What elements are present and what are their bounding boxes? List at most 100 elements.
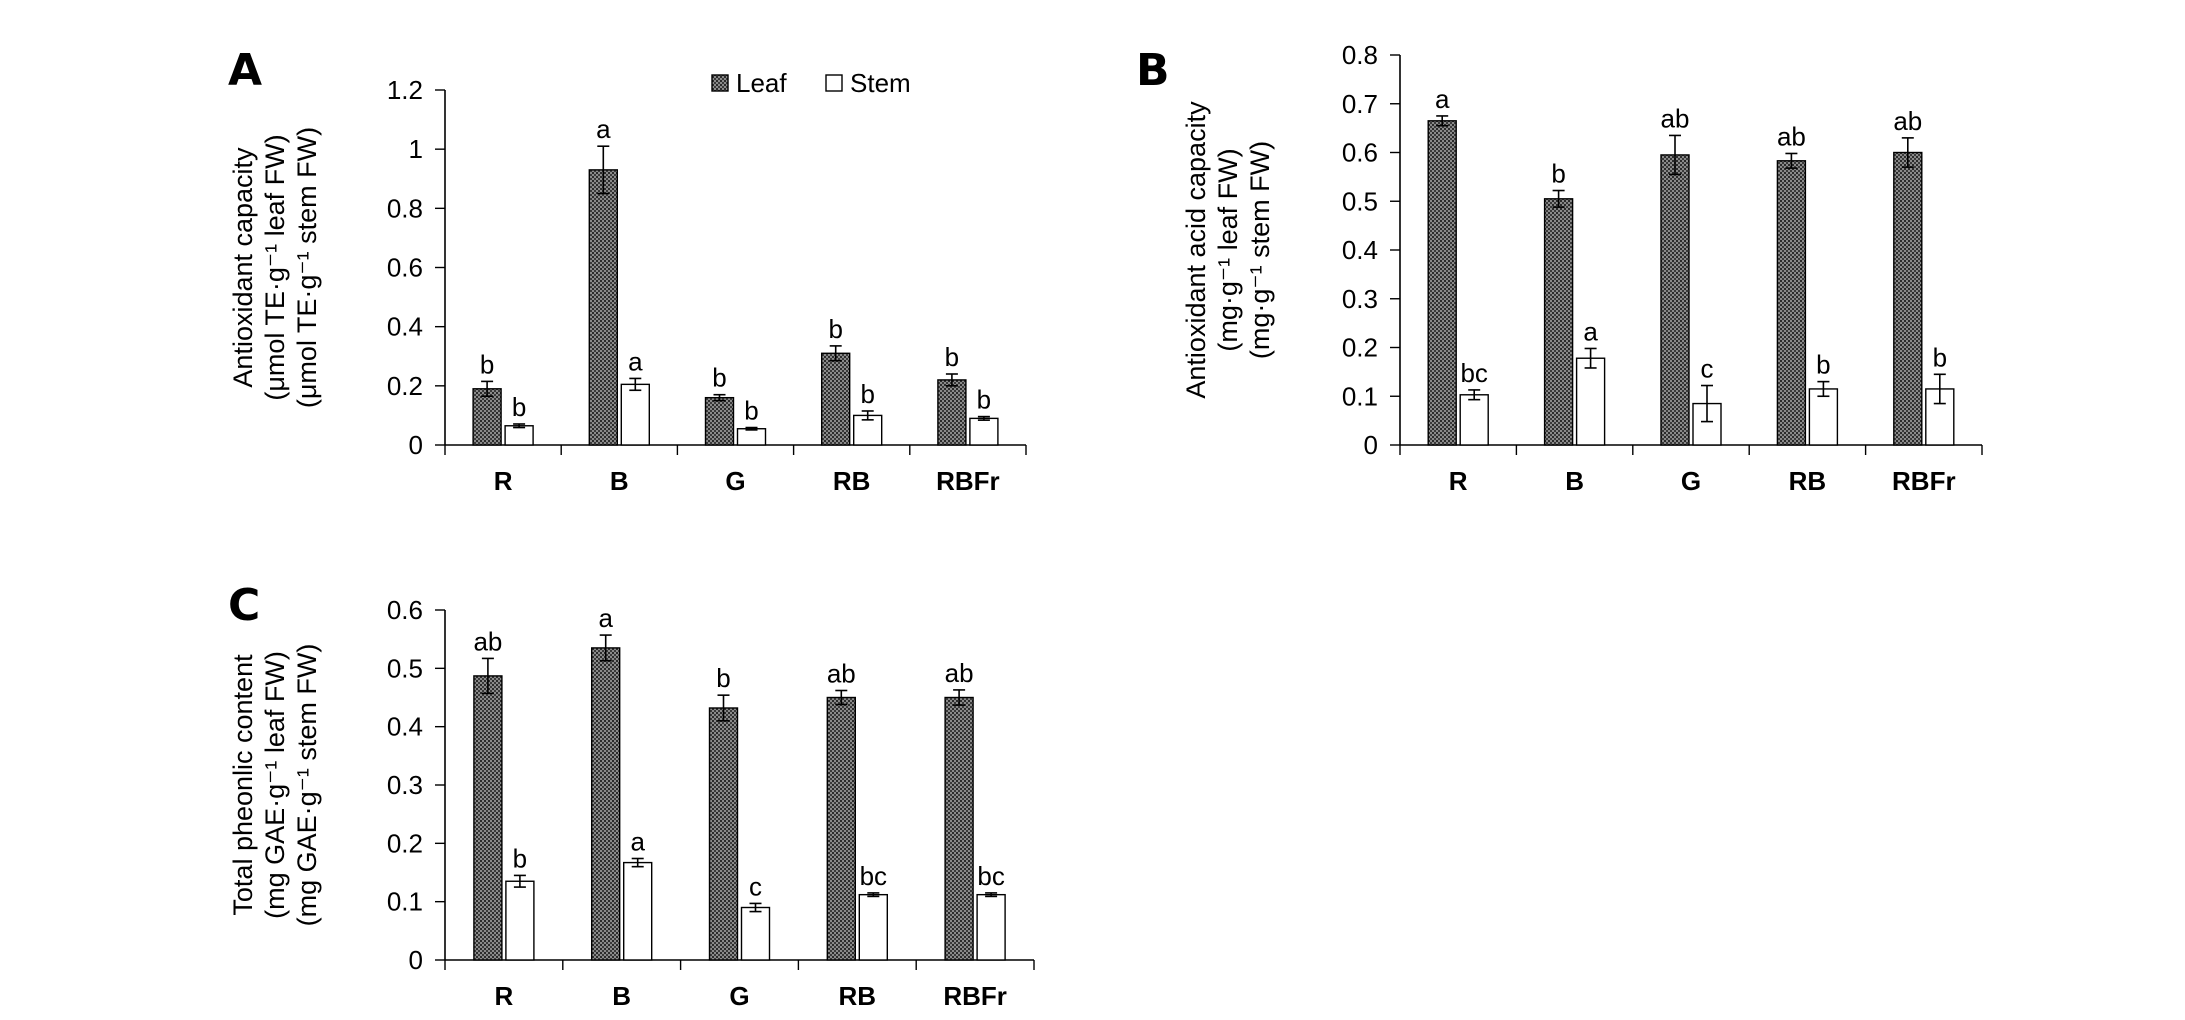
x-category-label: B: [612, 981, 631, 1011]
y-axis-label-line: (mg GAE·g⁻¹ leaf FW): [260, 651, 290, 919]
significance-letter: a: [1583, 316, 1598, 346]
x-category-label: RBFr: [943, 981, 1007, 1011]
bar-stem: [1459, 394, 1489, 446]
x-category-label: G: [729, 981, 749, 1011]
y-tick-label: 1: [409, 134, 423, 164]
x-category-label: RB: [833, 466, 871, 496]
y-tick-label: 0.2: [387, 371, 423, 401]
x-category-label: R: [494, 466, 513, 496]
significance-letter: b: [1933, 342, 1947, 372]
panel-c: C Total pheonlic content (mg GAE·g⁻¹ leaf …: [228, 580, 1035, 1011]
significance-letter: bc: [860, 861, 887, 891]
panel-letter: C: [228, 580, 260, 631]
y-tick-label: 0.3: [387, 770, 423, 800]
significance-letter: b: [860, 379, 874, 409]
significance-letter: a: [1435, 84, 1450, 114]
significance-letter: bc: [977, 861, 1004, 891]
y-tick-label: 0: [409, 945, 423, 975]
y-tick-label: 0.2: [1342, 333, 1378, 363]
significance-letter: b: [480, 349, 494, 379]
panel-b: B Antioxidant acid capacity (mg·g⁻¹ leaf F…: [1136, 40, 1983, 496]
bar-leaf: [944, 696, 974, 961]
legend-label: Leaf: [736, 68, 787, 98]
y-tick-label: 1.2: [387, 75, 423, 105]
bar-leaf: [1543, 198, 1574, 446]
y-tick-label: 0.4: [387, 312, 423, 342]
x-category-label: B: [610, 466, 629, 496]
significance-letter: a: [630, 827, 645, 857]
y-axis-label-line: Antioxidant capacity: [228, 147, 258, 388]
significance-letter: c: [1701, 354, 1714, 384]
x-category-label: R: [495, 981, 514, 1011]
y-axis-label-line: (mg·g⁻¹ stem FW): [1245, 141, 1275, 359]
bar-stem: [976, 893, 1006, 961]
y-tick-label: 0.8: [1342, 40, 1378, 70]
y-axis-label-line: (μmol TE·g⁻¹ leaf FW): [260, 134, 290, 400]
bar-leaf: [1427, 120, 1457, 446]
legend-leaf-swatch: [711, 74, 729, 92]
bar-leaf: [937, 379, 967, 446]
significance-letter: b: [716, 663, 730, 693]
bar-stem: [504, 425, 534, 446]
bar-stem: [1575, 357, 1606, 446]
bar-stem: [1692, 402, 1722, 446]
x-category-label: G: [1681, 466, 1701, 496]
y-tick-label: 0.6: [1342, 138, 1378, 168]
y-tick-label: 0.6: [387, 595, 423, 625]
significance-letter: a: [598, 603, 613, 633]
x-category-label: G: [725, 466, 745, 496]
panel-a: A Antioxidant capacity (μmol TE·g⁻¹ leaf F…: [228, 45, 1027, 496]
significance-letter: b: [1816, 350, 1830, 380]
significance-letter: b: [945, 342, 959, 372]
bar-leaf: [708, 707, 739, 961]
legend-label: Stem: [850, 68, 911, 98]
significance-letter: a: [628, 346, 643, 376]
x-category-label: R: [1449, 466, 1468, 496]
y-tick-label: 0.1: [387, 887, 423, 917]
y-axis-label-line: Antioxidant acid capacity: [1181, 101, 1211, 399]
bar-leaf: [591, 647, 621, 961]
significance-letter: b: [828, 314, 842, 344]
significance-letter: b: [513, 843, 527, 873]
bar-stem: [1808, 388, 1839, 446]
y-tick-label: 0: [409, 430, 423, 460]
y-tick-label: 0.3: [1342, 284, 1378, 314]
bar-stem: [505, 880, 535, 961]
bar-leaf: [472, 388, 502, 446]
bar-stem: [740, 906, 771, 961]
y-tick-label: 0.4: [387, 712, 423, 742]
x-category-label: RB: [839, 981, 877, 1011]
y-tick-label: 0.5: [1342, 186, 1378, 216]
y-tick-label: 0.6: [387, 253, 423, 283]
significance-letter: b: [512, 392, 526, 422]
y-axis-label-line: Total pheonlic content: [228, 654, 258, 916]
bar-stem: [623, 861, 653, 961]
significance-letter: c: [749, 871, 762, 901]
bar-leaf: [704, 396, 735, 446]
bar-stem: [620, 383, 650, 446]
y-tick-label: 0.4: [1342, 235, 1378, 265]
y-axis-label-line: (μmol TE·g⁻¹ stem FW): [292, 127, 322, 408]
legend-stem-swatch: [825, 74, 843, 92]
bar-leaf: [1660, 154, 1690, 446]
significance-letter: bc: [1460, 358, 1487, 388]
significance-letter: ab: [1893, 106, 1922, 136]
significance-letter: ab: [827, 659, 856, 689]
bar-leaf: [821, 352, 851, 446]
y-tick-label: 0.1: [1342, 381, 1378, 411]
y-tick-label: 0.7: [1342, 89, 1378, 119]
significance-letter: ab: [1661, 103, 1690, 133]
significance-letter: ab: [945, 658, 974, 688]
bar-stem: [858, 893, 888, 961]
bar-leaf: [1893, 151, 1923, 446]
x-category-label: B: [1565, 466, 1584, 496]
significance-letter: b: [712, 363, 726, 393]
x-category-label: RBFr: [1892, 466, 1956, 496]
panel-letter: B: [1136, 45, 1170, 96]
bar-stem: [969, 417, 999, 446]
y-axis-label-line: (mg·g⁻¹ leaf FW): [1213, 148, 1243, 351]
significance-letter: b: [744, 396, 758, 426]
significance-letter: a: [596, 114, 611, 144]
x-category-label: RB: [1789, 466, 1827, 496]
